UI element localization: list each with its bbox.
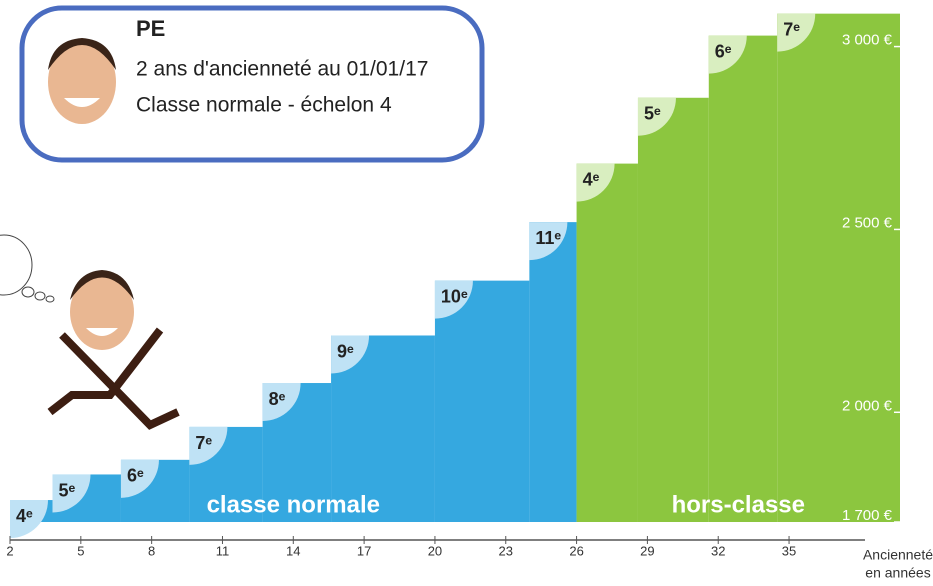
echelon-label: 10ᵉ: [441, 286, 468, 306]
echelon-badge: [434, 280, 473, 319]
x-tick-label: 17: [357, 543, 371, 558]
step-bar: [529, 222, 577, 522]
series-label: classe normale: [207, 491, 380, 518]
x-tick-label: 23: [499, 543, 513, 558]
echelon-label: 8ᵉ: [269, 389, 286, 409]
y-tick-label: 2 000 €: [842, 397, 893, 414]
card-line: 2 ans d'ancienneté au 01/01/17: [136, 58, 428, 81]
y-tick-label: 1 700 €: [842, 507, 893, 524]
echelon-label: 5ᵉ: [644, 104, 661, 124]
echelon-badge: [10, 500, 48, 539]
echelon-label: 7ᵉ: [783, 20, 800, 40]
echelon-badge: [262, 383, 301, 422]
echelon-badge: [529, 222, 568, 261]
echelon-badge: [189, 426, 228, 465]
y-tick-label: 3 000 €: [842, 32, 893, 49]
y-tick-label: 2 500 €: [842, 214, 893, 231]
x-tick-label: 8: [148, 543, 155, 558]
echelon-badge: [777, 13, 816, 52]
step-bar: [576, 163, 638, 522]
echelon-label: 6ᵉ: [715, 41, 732, 61]
card-title: PE: [136, 16, 165, 41]
echelon-badge: [708, 35, 747, 74]
info-card: [19, 5, 485, 163]
echelon-badge: [637, 97, 676, 136]
x-tick-label: 5: [77, 543, 84, 558]
x-tick-label: 2: [6, 543, 13, 558]
step-bar: [637, 97, 709, 523]
x-tick-label: 29: [640, 543, 654, 558]
x-axis-title: en années: [865, 565, 930, 581]
echelon-badge: [576, 163, 615, 202]
avatar-figure: [47, 270, 180, 430]
step-bar: [434, 280, 530, 522]
x-tick-label: 20: [428, 543, 442, 558]
x-tick-label: 14: [286, 543, 300, 558]
thought-bubble: [0, 234, 55, 303]
x-tick-label: 26: [569, 543, 583, 558]
step-bar: [777, 13, 900, 523]
x-axis-title: Ancienneté: [863, 547, 933, 563]
echelon-label: 4ᵉ: [583, 169, 600, 189]
echelon-label: 4ᵉ: [16, 506, 33, 526]
avatar: [48, 38, 116, 124]
echelon-label: 6ᵉ: [127, 466, 144, 486]
x-tick-label: 35: [782, 543, 796, 558]
echelon-label: 7ᵉ: [195, 433, 212, 453]
card-line: Classe normale - échelon 4: [136, 94, 392, 117]
x-tick-label: 11: [216, 543, 230, 558]
echelon-badge: [52, 474, 91, 513]
echelon-label: 9ᵉ: [337, 341, 354, 361]
echelon-badge: [331, 335, 370, 374]
echelon-label: 5ᵉ: [58, 480, 75, 500]
echelon-badge: [120, 459, 159, 498]
x-tick-label: 32: [711, 543, 725, 558]
echelon-label: 11ᵉ: [535, 228, 561, 248]
step-bar: [708, 35, 778, 522]
series-label: hors-classe: [672, 491, 805, 518]
